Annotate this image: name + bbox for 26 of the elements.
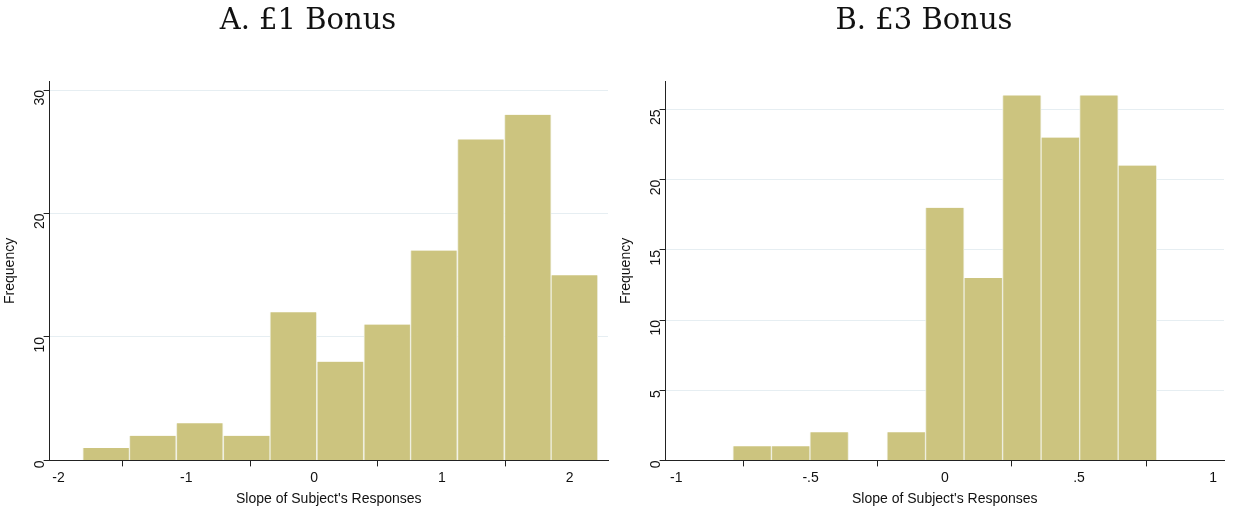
x-tick-label: 2 [565, 468, 574, 485]
y-tick-label: 10 [31, 336, 48, 353]
x-tick-label: -1 [670, 468, 683, 485]
x-tick-label: 1 [1209, 468, 1218, 485]
y-tick-label: 0 [31, 460, 48, 469]
x-tick-label: 0 [310, 468, 319, 485]
y-axis-title: Frequency [1, 237, 18, 304]
y-tick-label: 5 [647, 390, 664, 399]
x-tick-label: -1 [180, 468, 193, 485]
y-tick-label: 15 [647, 249, 664, 266]
y-tick-label: 20 [647, 179, 664, 196]
x-tick-label: .5 [1073, 468, 1086, 485]
y-axis-title: Frequency [617, 237, 634, 304]
x-tick-label: -.5 [802, 468, 819, 485]
x-axis-title: Slope of Subject's Responses [852, 490, 1038, 507]
chart-title: B. £3 Bonus [834, 2, 1014, 36]
y-tick-label: 20 [31, 213, 48, 230]
x-tick-label: 1 [437, 468, 446, 485]
y-tick-label: 25 [647, 109, 664, 126]
y-tick-label: 10 [647, 319, 664, 336]
y-tick-label: 30 [31, 89, 48, 106]
x-axis-title: Slope of Subject's Responses [236, 490, 422, 507]
y-tick-label: 0 [647, 460, 664, 469]
chart-title: A. £1 Bonus [218, 2, 398, 36]
x-tick-label: 0 [940, 468, 949, 485]
x-tick-label: -2 [52, 468, 65, 485]
